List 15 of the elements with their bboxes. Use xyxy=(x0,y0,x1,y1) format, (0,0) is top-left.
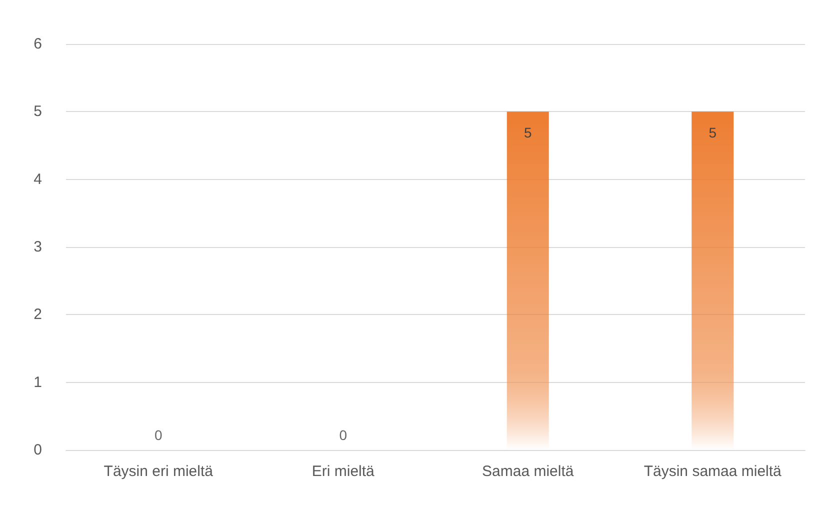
x-tick-label: Täysin eri mieltä xyxy=(104,463,214,480)
y-tick-label: 4 xyxy=(34,170,42,188)
data-label: 0 xyxy=(339,427,348,443)
y-tick-label: 5 xyxy=(34,103,42,120)
y-tick-label: 6 xyxy=(34,36,42,52)
x-tick-label: Eri mieltä xyxy=(312,463,376,480)
data-label: 5 xyxy=(524,124,532,141)
data-label: 5 xyxy=(708,124,717,141)
y-tick-label: 2 xyxy=(34,306,42,324)
x-tick-label: Täysin samaa mieltä xyxy=(644,463,782,480)
y-tick-label: 0 xyxy=(34,442,42,458)
data-label: 0 xyxy=(154,427,162,443)
y-tick-label: 1 xyxy=(34,374,42,391)
x-tick-label: Samaa mieltä xyxy=(482,463,574,480)
y-tick-label: 3 xyxy=(34,238,42,256)
